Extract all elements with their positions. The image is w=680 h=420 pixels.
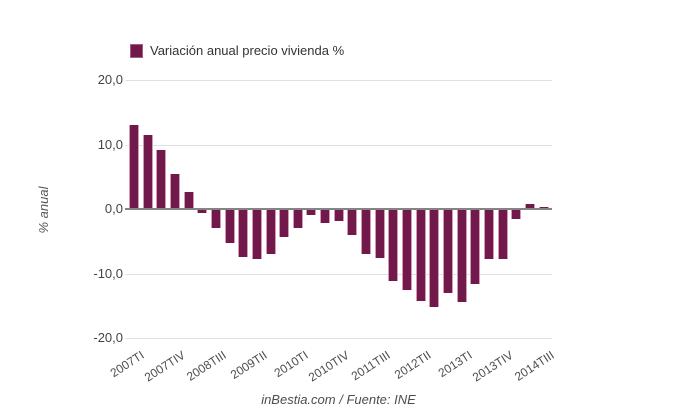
y-tick-label: 20,0 (97, 72, 123, 87)
bar-2011TIV[interactable] (388, 209, 399, 282)
x-tick-label: 2010TI (271, 348, 311, 381)
x-tick-label: 2010TIV (305, 348, 352, 385)
bar-2010TII[interactable] (306, 209, 317, 215)
bar-2012TIV[interactable] (442, 209, 453, 293)
y-tick-label: -10,0 (93, 265, 123, 281)
x-tick-label: 2014TIII (511, 348, 557, 384)
bar-2013TI[interactable] (456, 209, 467, 302)
bar-2009TI[interactable] (238, 209, 249, 258)
bar-2012TI[interactable] (402, 209, 412, 290)
x-tick-label: 2007TI (107, 348, 147, 381)
bar-2013TIV[interactable] (497, 209, 508, 259)
x-tick-label: 2007TIV (141, 348, 188, 385)
y-tick-label: 0,0 (104, 201, 123, 216)
bar-2012TIII[interactable] (429, 209, 440, 308)
y-tick-label: -20,0 (93, 330, 123, 345)
bar-2010TIV[interactable] (333, 209, 344, 221)
bar-2011TIII[interactable] (374, 209, 385, 259)
bar-2007TIV[interactable] (169, 173, 180, 209)
legend-swatch (130, 43, 143, 58)
bar-2009TII[interactable] (251, 209, 262, 260)
gridline (125, 338, 552, 339)
bar-2007TI[interactable] (129, 125, 139, 209)
bar-2013TIII[interactable] (483, 209, 494, 260)
gridline (125, 273, 552, 275)
bar-2010TIII[interactable] (320, 209, 331, 223)
bar-2008TII[interactable] (197, 209, 208, 213)
bar-2008TIV[interactable] (224, 209, 235, 244)
legend-label: Variación anual precio vivienda % (150, 43, 345, 58)
bar-2007TII[interactable] (142, 134, 153, 209)
x-tick-label: 2013TIV (469, 348, 516, 385)
plot-area (125, 80, 552, 339)
zero-axis-line (125, 208, 552, 210)
x-tick-label: 2009TII (227, 348, 270, 382)
source-credit: inBestia.com / Fuente: INE (261, 392, 416, 407)
legend: Variación anual precio vivienda % (130, 43, 344, 58)
x-tick-label: 2008TIII (183, 348, 229, 384)
x-tick-label: 2013TI (435, 348, 475, 381)
gridline (125, 144, 552, 146)
bar-2007TIII[interactable] (156, 150, 167, 209)
x-tick-label: 2012TII (391, 348, 434, 382)
gridline (125, 80, 552, 81)
bar-2014TII[interactable] (524, 203, 535, 209)
bar-2014TI[interactable] (511, 209, 522, 220)
bar-2010TI[interactable] (292, 209, 303, 228)
bar-2011TII[interactable] (361, 209, 372, 255)
bar-2009TIII[interactable] (265, 209, 276, 255)
bar-2009TIV[interactable] (279, 209, 290, 238)
x-tick-label: 2011TIII (348, 348, 393, 384)
bar-2008TIII[interactable] (210, 209, 221, 229)
bar-2013TII[interactable] (470, 209, 481, 284)
y-tick-label: 10,0 (97, 136, 123, 152)
bar-2012TII[interactable] (415, 209, 426, 302)
bar-2008TI[interactable] (183, 192, 194, 209)
bar-2011TI[interactable] (347, 209, 358, 235)
